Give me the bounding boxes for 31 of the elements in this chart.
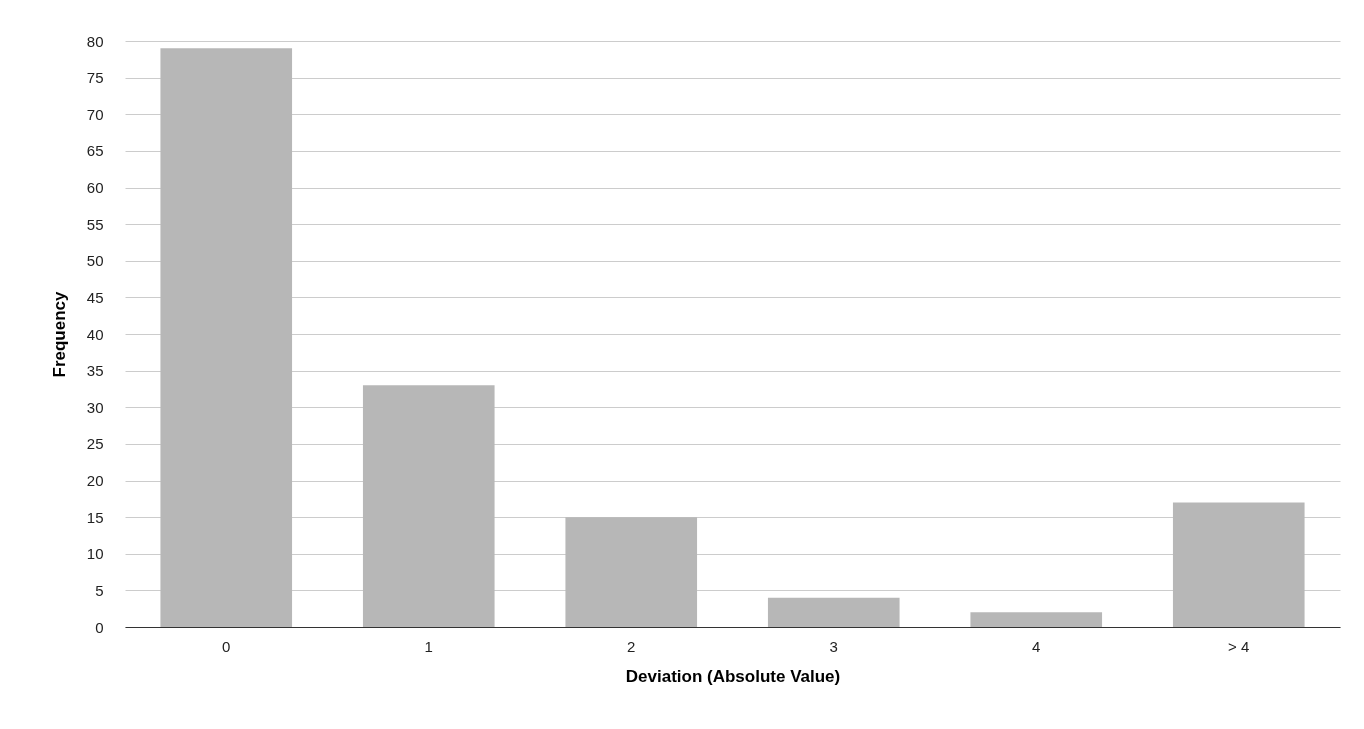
y-tick-label: 80 [86,32,104,50]
y-tick-label: 0 [95,618,104,636]
y-tick-label: 55 [86,215,104,233]
y-tick-label: 50 [86,252,104,270]
bar [362,385,495,627]
y-tick-label: 75 [86,69,104,87]
y-tick-label: 20 [86,472,104,489]
y-tick-label: 45 [86,288,104,306]
y-tick-label: 30 [86,398,104,416]
y-tick-label: 15 [86,508,104,526]
bar [767,597,900,627]
x-tick-label: 3 [829,637,838,655]
bar [1172,502,1305,627]
y-tick-label: 25 [86,435,104,453]
bar [160,48,293,627]
y-tick-label: 35 [86,362,104,380]
x-tick-label: > 4 [1228,637,1250,655]
y-tick-label: 70 [86,105,104,123]
x-tick-label: 0 [222,637,231,655]
y-tick-label: 65 [86,142,104,160]
x-tick-label: 4 [1032,637,1041,655]
y-tick-label: 10 [86,545,104,563]
bar [970,612,1103,627]
bar [565,517,698,627]
x-axis-title: Deviation (Absolute Value) [625,666,841,686]
y-axis-title: Frequency [49,290,69,378]
y-tick-label: 5 [95,581,104,599]
y-tick-label: 40 [86,325,104,343]
x-tick-label: 2 [627,637,636,655]
y-tick-label: 60 [86,179,104,196]
x-tick-label: 1 [424,637,433,655]
